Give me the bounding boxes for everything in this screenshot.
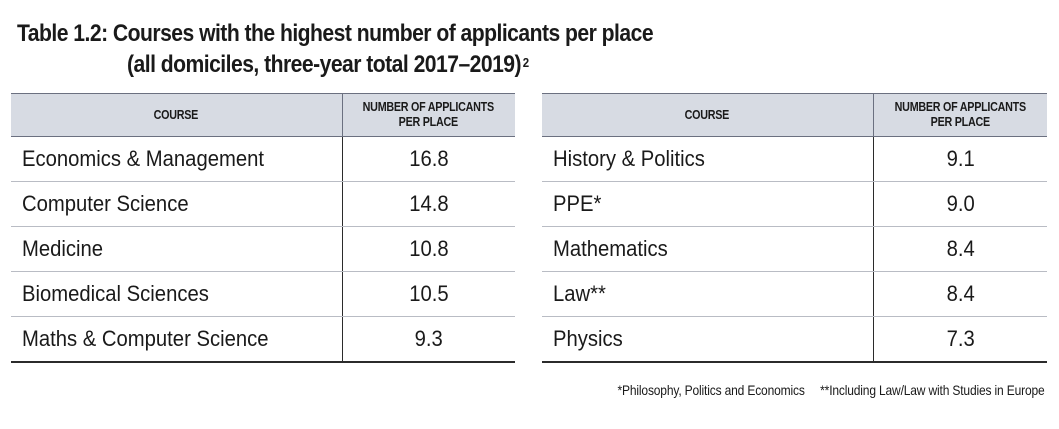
column-header-applicants: NUMBER OF APPLICANTS PER PLACE [872, 93, 1047, 137]
table-title: Table 1.2: Courses with the highest numb… [17, 18, 654, 80]
applicants-cell: 9.0 [872, 181, 1047, 227]
title-line-2: (all domiciles, three-year total 2017–20… [17, 49, 653, 80]
course-cell: Economics & Management [11, 136, 342, 182]
applicants-cell: 9.1 [872, 136, 1047, 182]
footnote-ppe: *Philosophy, Politics and Economics [617, 382, 806, 398]
column-header-course: COURSE [11, 93, 342, 137]
column-header-applicants-line1: NUMBER OF APPLICANTS [894, 100, 1026, 114]
table-row: History & Politics 9.1 [542, 136, 1047, 182]
title-line-2-text: (all domiciles, three-year total 2017–20… [127, 51, 522, 78]
footnotes: *Philosophy, Politics and Economics **Inc… [618, 382, 1045, 398]
applicants-cell: 8.4 [872, 271, 1047, 317]
applicants-cell: 7.3 [872, 316, 1047, 363]
footnote-law: **Including Law/Law with Studies in Euro… [820, 382, 1046, 398]
header-row: COURSE NUMBER OF APPLICANTS PER PLACE [11, 93, 515, 137]
course-cell: PPE* [542, 181, 873, 227]
column-header-applicants-line2: PER PLACE [399, 115, 459, 129]
course-cell: Computer Science [11, 181, 342, 227]
title-footnote-marker: 2 [522, 55, 529, 70]
courses-table-right: COURSE NUMBER OF APPLICANTS PER PLACE His… [542, 93, 1047, 363]
course-cell: Physics [542, 316, 873, 363]
table-row: Mathematics 8.4 [542, 226, 1047, 272]
title-line-1: Table 1.2: Courses with the highest numb… [17, 20, 654, 47]
course-cell: Maths & Computer Science [11, 316, 342, 363]
column-header-course: COURSE [542, 93, 873, 137]
course-cell: Biomedical Sciences [11, 271, 342, 317]
column-header-applicants-line1: NUMBER OF APPLICANTS [363, 100, 495, 114]
course-cell: Mathematics [542, 226, 873, 272]
applicants-cell: 16.8 [341, 136, 515, 182]
table-row: Computer Science 14.8 [11, 181, 515, 227]
table-row: Medicine 10.8 [11, 226, 515, 272]
table-row: Biomedical Sciences 10.5 [11, 271, 515, 317]
table-row: Maths & Computer Science 9.3 [11, 316, 515, 363]
applicants-cell: 14.8 [341, 181, 515, 227]
courses-table-left: COURSE NUMBER OF APPLICANTS PER PLACE Eco… [11, 93, 515, 363]
course-cell: Law** [542, 271, 873, 317]
column-header-applicants-line2: PER PLACE [930, 115, 990, 129]
table-row: Economics & Management 16.8 [11, 136, 515, 182]
applicants-cell: 9.3 [341, 316, 515, 363]
applicants-cell: 10.8 [341, 226, 515, 272]
table-row: Physics 7.3 [542, 316, 1047, 363]
table-row: Law** 8.4 [542, 271, 1047, 317]
course-cell: History & Politics [542, 136, 873, 182]
table-row: PPE* 9.0 [542, 181, 1047, 227]
header-row: COURSE NUMBER OF APPLICANTS PER PLACE [542, 93, 1047, 137]
course-cell: Medicine [11, 226, 342, 272]
column-header-applicants: NUMBER OF APPLICANTS PER PLACE [341, 93, 515, 137]
applicants-cell: 8.4 [872, 226, 1047, 272]
applicants-cell: 10.5 [341, 271, 515, 317]
